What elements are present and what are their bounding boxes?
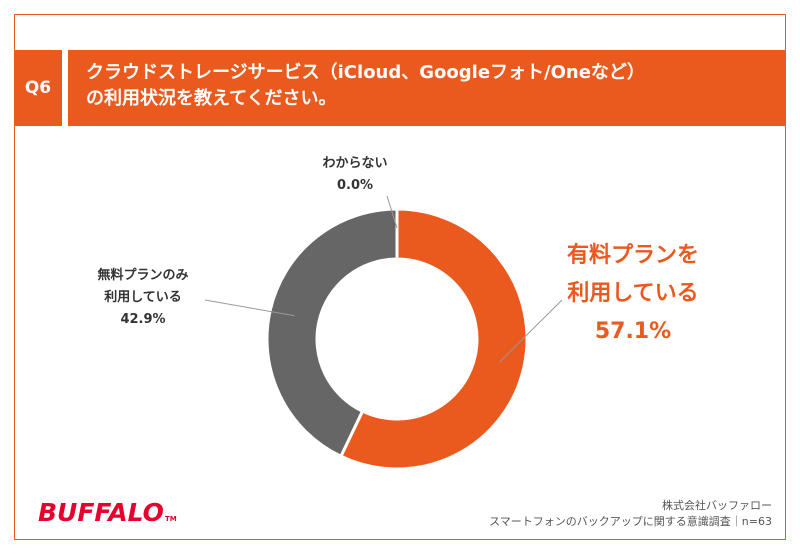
- question-title-line1: クラウドストレージサービス（iCloud、Googleフォト/Oneなど）: [86, 62, 645, 83]
- slice-label-free: 無料プランのみ 利用している 42.9%: [78, 265, 208, 331]
- question-title: クラウドストレージサービス（iCloud、Googleフォト/Oneなど） の利…: [68, 50, 786, 126]
- donut-slices: [265, 207, 529, 471]
- slice-label-unknown-value: 0.0%: [336, 178, 374, 193]
- leader-line-unknown: [386, 195, 398, 229]
- footer-company: 株式会社バッファロー: [662, 499, 772, 512]
- slice-label-unknown: わからない 0.0%: [305, 153, 405, 197]
- slice-label-free-name2: 利用している: [104, 290, 182, 305]
- slice-label-free-name1: 無料プランのみ: [97, 268, 189, 283]
- footer-credit: 株式会社バッファロー スマートフォンのバックアップに関する意識調査｜n=63: [489, 498, 772, 530]
- slice-label-paid-name1: 有料プランを: [566, 243, 699, 268]
- leader-line-free: [204, 299, 295, 317]
- leader-line-paid: [499, 299, 563, 363]
- slice-paid: [338, 207, 529, 471]
- slice-label-paid: 有料プランを 利用している 57.1%: [548, 237, 718, 351]
- slice-free: [265, 207, 399, 459]
- footer-survey: スマートフォンのバックアップに関する意識調査｜n=63: [489, 515, 772, 528]
- slice-label-paid-name2: 利用している: [567, 281, 699, 306]
- buffalo-logo: BUFFALOTM: [38, 498, 177, 527]
- buffalo-logo-text: BUFFALO: [38, 498, 164, 527]
- trademark-mark: TM: [164, 515, 177, 523]
- slice-label-free-value: 42.9%: [120, 312, 166, 327]
- leader-lines: [204, 195, 563, 363]
- question-title-line2: の利用状況を教えてください。: [86, 88, 337, 109]
- slide-frame: [14, 14, 786, 540]
- slice-label-paid-value: 57.1%: [594, 319, 672, 344]
- slice-label-unknown-name: わからない: [322, 156, 388, 171]
- question-badge: Q6: [14, 50, 62, 126]
